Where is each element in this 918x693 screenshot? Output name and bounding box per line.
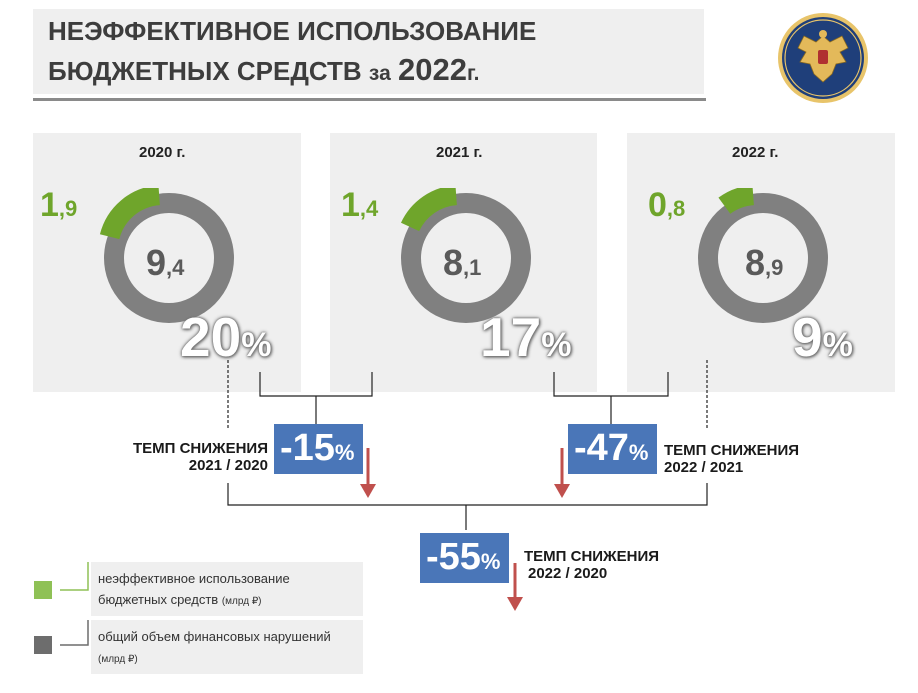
panel-2020	[33, 133, 301, 392]
rate-sign: %	[480, 549, 501, 574]
rate-number: -47	[574, 427, 629, 469]
donut-chart-2022	[698, 188, 828, 323]
ineffective-value-2022: 0,8	[648, 186, 685, 225]
legend-text-line2: (млрд ₽)	[98, 650, 138, 665]
donut-total-ring	[401, 193, 531, 323]
value-int: 1	[341, 186, 360, 224]
page-title-line1: НЕЭФФЕКТИВНОЕ ИСПОЛЬЗОВАНИЕ	[48, 16, 537, 46]
title-year: 2022	[397, 52, 467, 87]
title-banner	[33, 9, 704, 94]
legend-item-ineffective: неэффективное использование бюджетных ср…	[91, 562, 363, 616]
legend-item-total: общий объем финансовых нарушений (млрд ₽…	[91, 620, 363, 674]
value-int: 1	[40, 186, 59, 224]
donut-total-ring	[104, 193, 234, 323]
rate-sign: %	[334, 440, 355, 465]
title-g: г.	[466, 62, 480, 85]
value-int: 8	[443, 242, 464, 283]
arrow-down-icon	[360, 448, 376, 498]
value-int: 0	[648, 186, 667, 224]
percent-value: 20	[180, 306, 242, 368]
arrow-down-icon	[507, 563, 523, 611]
panel-2022	[627, 133, 895, 392]
value-dec: ,9	[765, 255, 784, 280]
legend-text-line1: неэффективное использование	[98, 571, 290, 586]
rate-label-period: 2022 / 2021	[664, 459, 744, 476]
rate-box-2022-2020: -55%	[420, 533, 509, 583]
total-value-2020: 9,4	[146, 242, 184, 284]
ineffective-value-2021: 1,4	[341, 186, 378, 225]
donut-chart-2021	[400, 188, 531, 323]
ineffective-value-2020: 1,9	[40, 186, 77, 225]
percent-2021: 17%	[480, 305, 571, 369]
value-int: 9	[146, 242, 167, 283]
year-label-2022: 2022 г.	[732, 144, 779, 161]
rate-label-period: 2022 / 2020	[528, 565, 608, 582]
legend-text-line1: общий объем финансовых нарушений	[98, 629, 331, 644]
value-dec: ,4	[359, 196, 379, 221]
donut-total-ring	[698, 193, 828, 323]
total-value-2021: 8,1	[443, 242, 481, 284]
rate-label-2021-2020: ТЕМП СНИЖЕНИЯ 2021 / 2020	[104, 440, 268, 474]
legend-text-line2: бюджетных средств (млрд ₽)	[98, 592, 262, 607]
year-label-2021: 2021 г.	[436, 144, 483, 161]
rate-label-2022-2021: ТЕМП СНИЖЕНИЯ 2022 / 2021	[664, 442, 799, 476]
donut-share-arc	[400, 188, 458, 232]
legend-unit: (млрд ₽)	[98, 654, 138, 665]
percent-sign: %	[822, 326, 853, 364]
donut-share-arc	[718, 188, 755, 215]
value-dec: ,1	[463, 255, 482, 280]
rate-label-2022-2020: ТЕМП СНИЖЕНИЯ 2022 / 2020	[524, 548, 659, 582]
rate-box-2021-2020: -15%	[274, 424, 363, 474]
percent-sign: %	[541, 326, 572, 364]
page-title-line2: БЮДЖЕТНЫХ СРЕДСТВ за 2022г.	[48, 52, 479, 88]
rate-label-period: 2021 / 2020	[188, 457, 268, 474]
bracket-2020-2022	[227, 483, 708, 506]
rate-label-title: ТЕМП СНИЖЕНИЯ	[132, 440, 268, 457]
rate-value: -15%	[280, 427, 354, 470]
title-underline	[33, 98, 706, 101]
eagle-emblem-icon	[778, 13, 868, 103]
rate-number: -55	[426, 536, 481, 578]
title-main: БЮДЖЕТНЫХ СРЕДСТВ	[48, 56, 362, 86]
rate-box-2022-2021: -47%	[568, 424, 657, 474]
rate-label-title: ТЕМП СНИЖЕНИЯ	[664, 442, 800, 459]
donut-share-arc	[99, 188, 161, 240]
rate-value: -47%	[574, 427, 648, 470]
rate-number: -15	[280, 427, 335, 469]
value-dec: ,8	[666, 196, 686, 221]
total-value-2022: 8,9	[745, 242, 783, 284]
percent-2022: 9%	[792, 305, 853, 369]
rate-sign: %	[628, 440, 649, 465]
legend-swatch-gray	[34, 636, 52, 654]
percent-value: 9	[792, 306, 823, 368]
percent-sign: %	[241, 326, 272, 364]
panel-2021	[330, 133, 597, 392]
legend-swatch-green	[34, 581, 52, 599]
legend-unit: (млрд ₽)	[221, 596, 262, 607]
value-dec: ,9	[58, 196, 78, 221]
value-int: 8	[745, 242, 766, 283]
percent-2020: 20%	[180, 305, 271, 369]
percent-value: 17	[480, 306, 542, 368]
donut-chart-2020	[99, 188, 234, 323]
year-label-2020: 2020 г.	[139, 144, 186, 161]
legend-text-main: бюджетных средств	[98, 592, 219, 607]
value-dec: ,4	[166, 255, 185, 280]
rate-value: -55%	[426, 536, 500, 579]
arrow-down-icon	[554, 448, 570, 498]
title-za: за	[368, 62, 391, 85]
rate-label-title: ТЕМП СНИЖЕНИЯ	[524, 548, 660, 565]
